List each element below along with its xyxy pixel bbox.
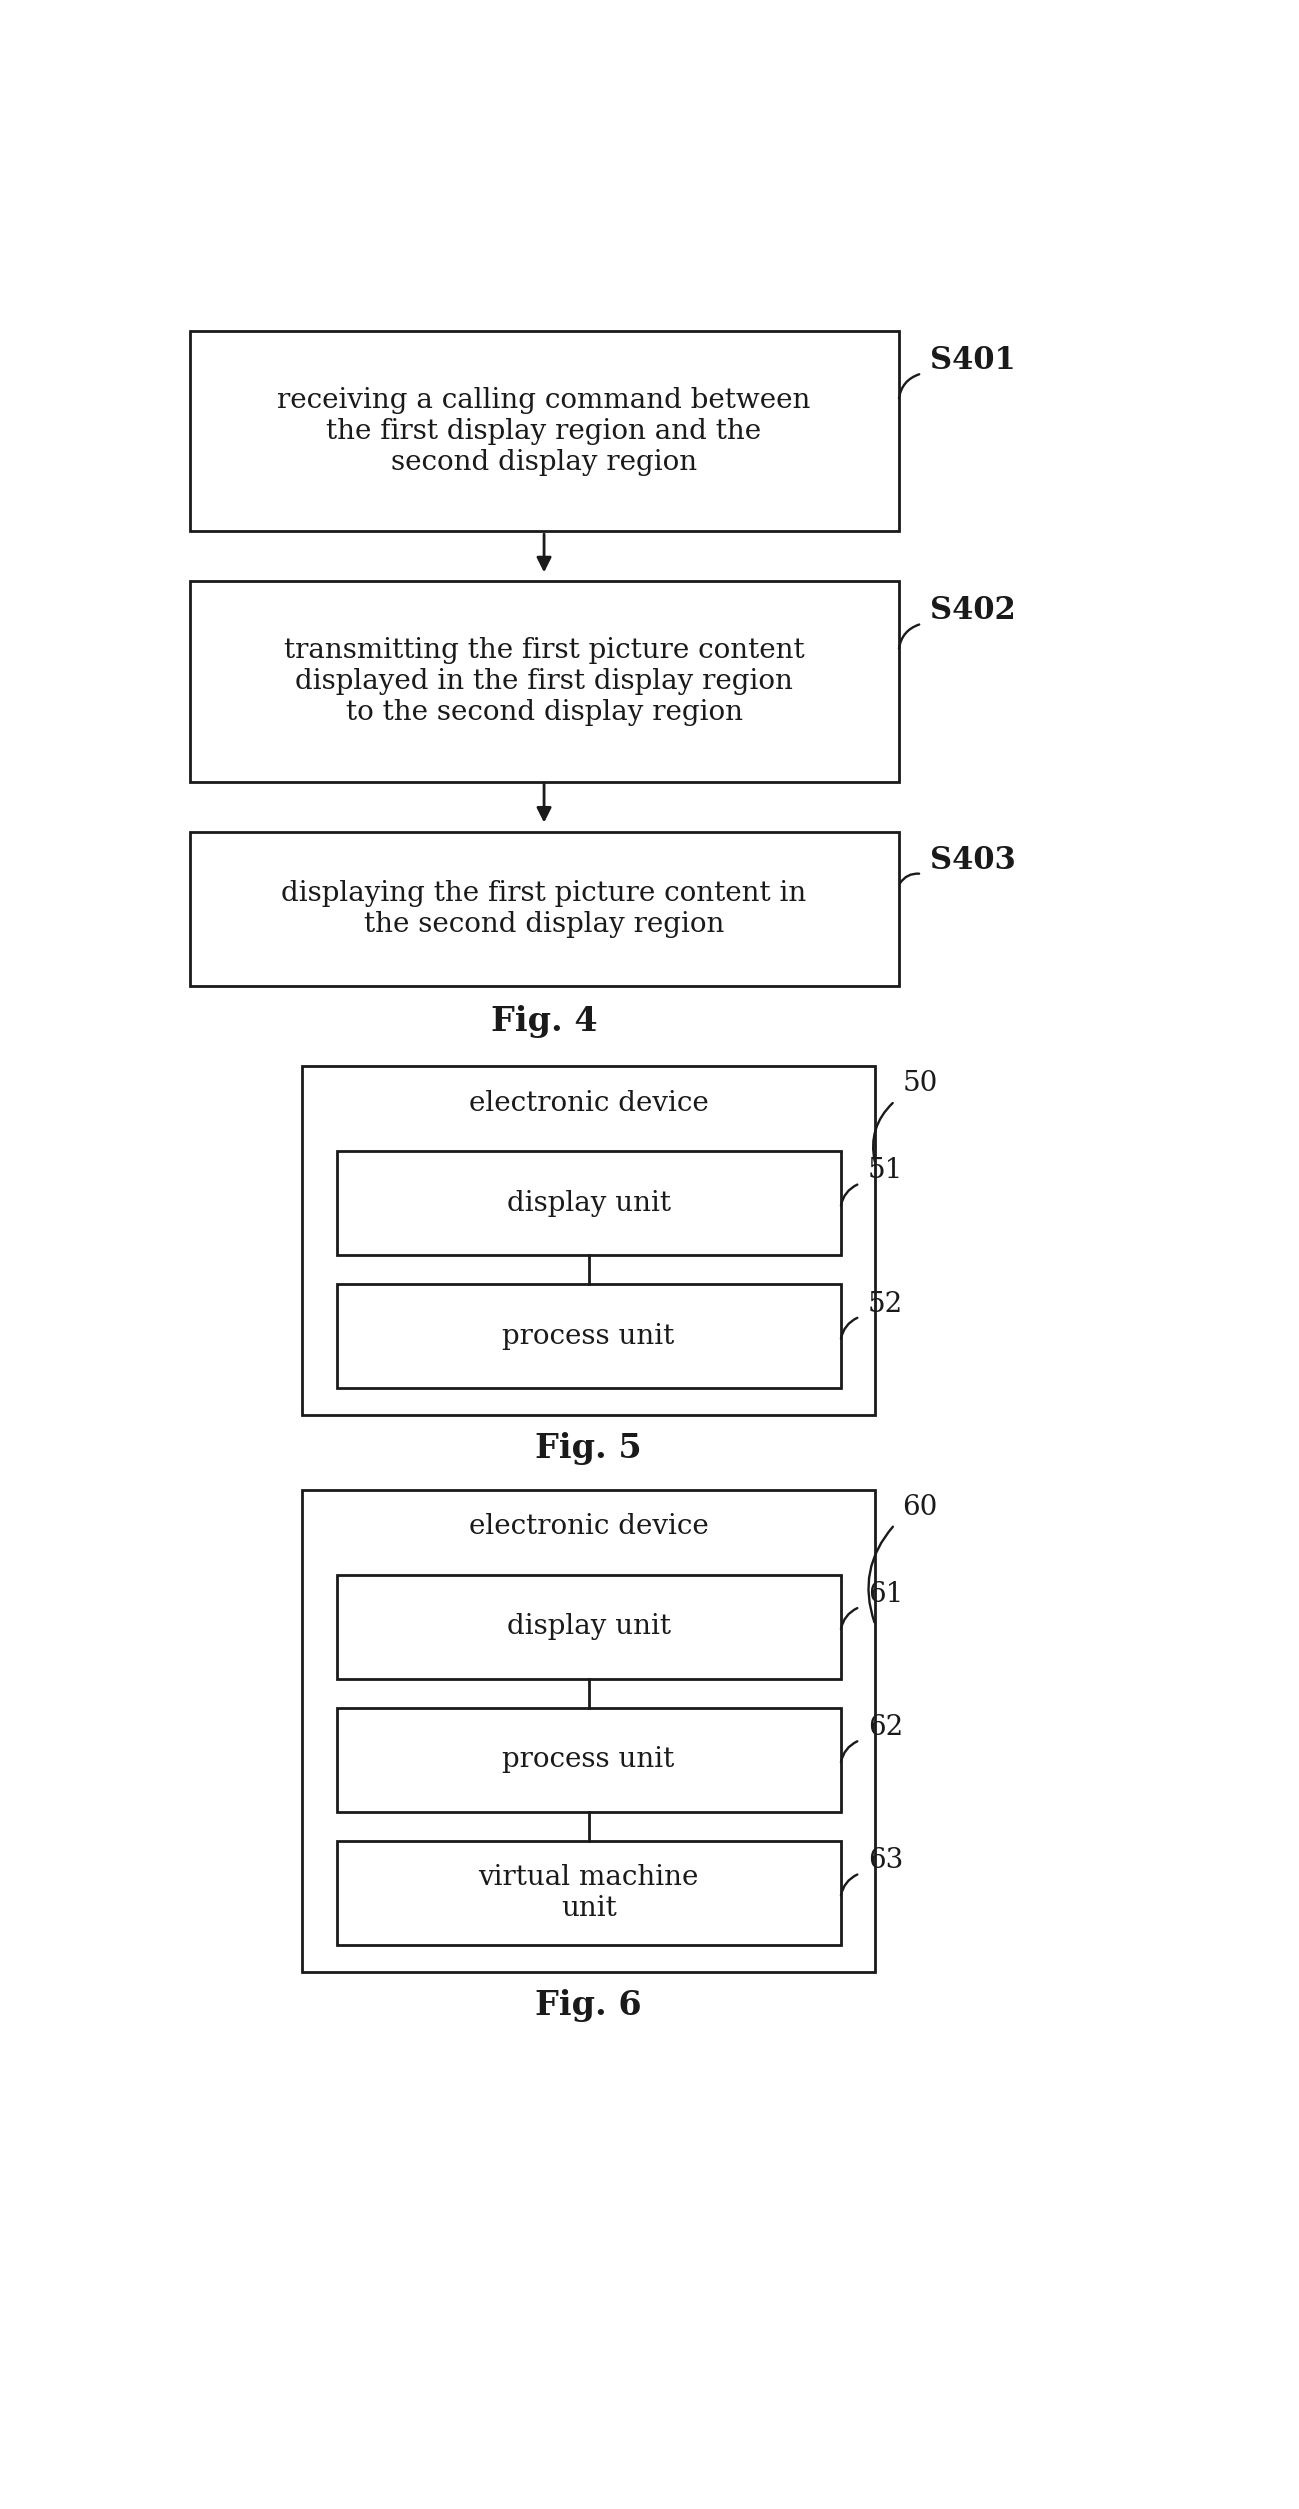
Text: 60: 60 xyxy=(903,1493,938,1520)
Text: electronic device: electronic device xyxy=(469,1089,708,1117)
Bar xyxy=(336,1576,840,1679)
Text: Fig. 5: Fig. 5 xyxy=(535,1433,642,1465)
Bar xyxy=(190,331,899,532)
Text: 50: 50 xyxy=(903,1071,938,1096)
Text: receiving a calling command between
the first display region and the
second disp: receiving a calling command between the … xyxy=(278,386,811,477)
Text: virtual machine
unit: virtual machine unit xyxy=(478,1864,699,1922)
Text: electronic device: electronic device xyxy=(469,1513,708,1541)
Text: S401: S401 xyxy=(930,344,1016,376)
Text: S403: S403 xyxy=(930,846,1016,876)
Text: 61: 61 xyxy=(868,1581,903,1608)
Bar xyxy=(336,1285,840,1387)
Text: displaying the first picture content in
the second display region: displaying the first picture content in … xyxy=(282,881,807,938)
Bar xyxy=(336,1709,840,1811)
Text: transmitting the first picture content
displayed in the first display region
to : transmitting the first picture content d… xyxy=(283,637,804,725)
Bar xyxy=(301,1066,876,1415)
Bar xyxy=(301,1490,876,1972)
Text: 51: 51 xyxy=(868,1157,903,1184)
Bar xyxy=(336,1152,840,1254)
Bar xyxy=(336,1842,840,1944)
Text: Fig. 6: Fig. 6 xyxy=(535,1990,642,2022)
Text: display unit: display unit xyxy=(507,1189,670,1217)
Bar xyxy=(190,830,899,986)
Bar xyxy=(190,582,899,783)
Text: process unit: process unit xyxy=(503,1322,674,1350)
Text: process unit: process unit xyxy=(503,1746,674,1774)
Text: 52: 52 xyxy=(868,1290,903,1317)
Text: S402: S402 xyxy=(930,595,1016,627)
Text: Fig. 4: Fig. 4 xyxy=(491,1006,598,1039)
Text: display unit: display unit xyxy=(507,1613,670,1641)
Text: 62: 62 xyxy=(868,1714,903,1741)
Text: 63: 63 xyxy=(868,1847,903,1874)
